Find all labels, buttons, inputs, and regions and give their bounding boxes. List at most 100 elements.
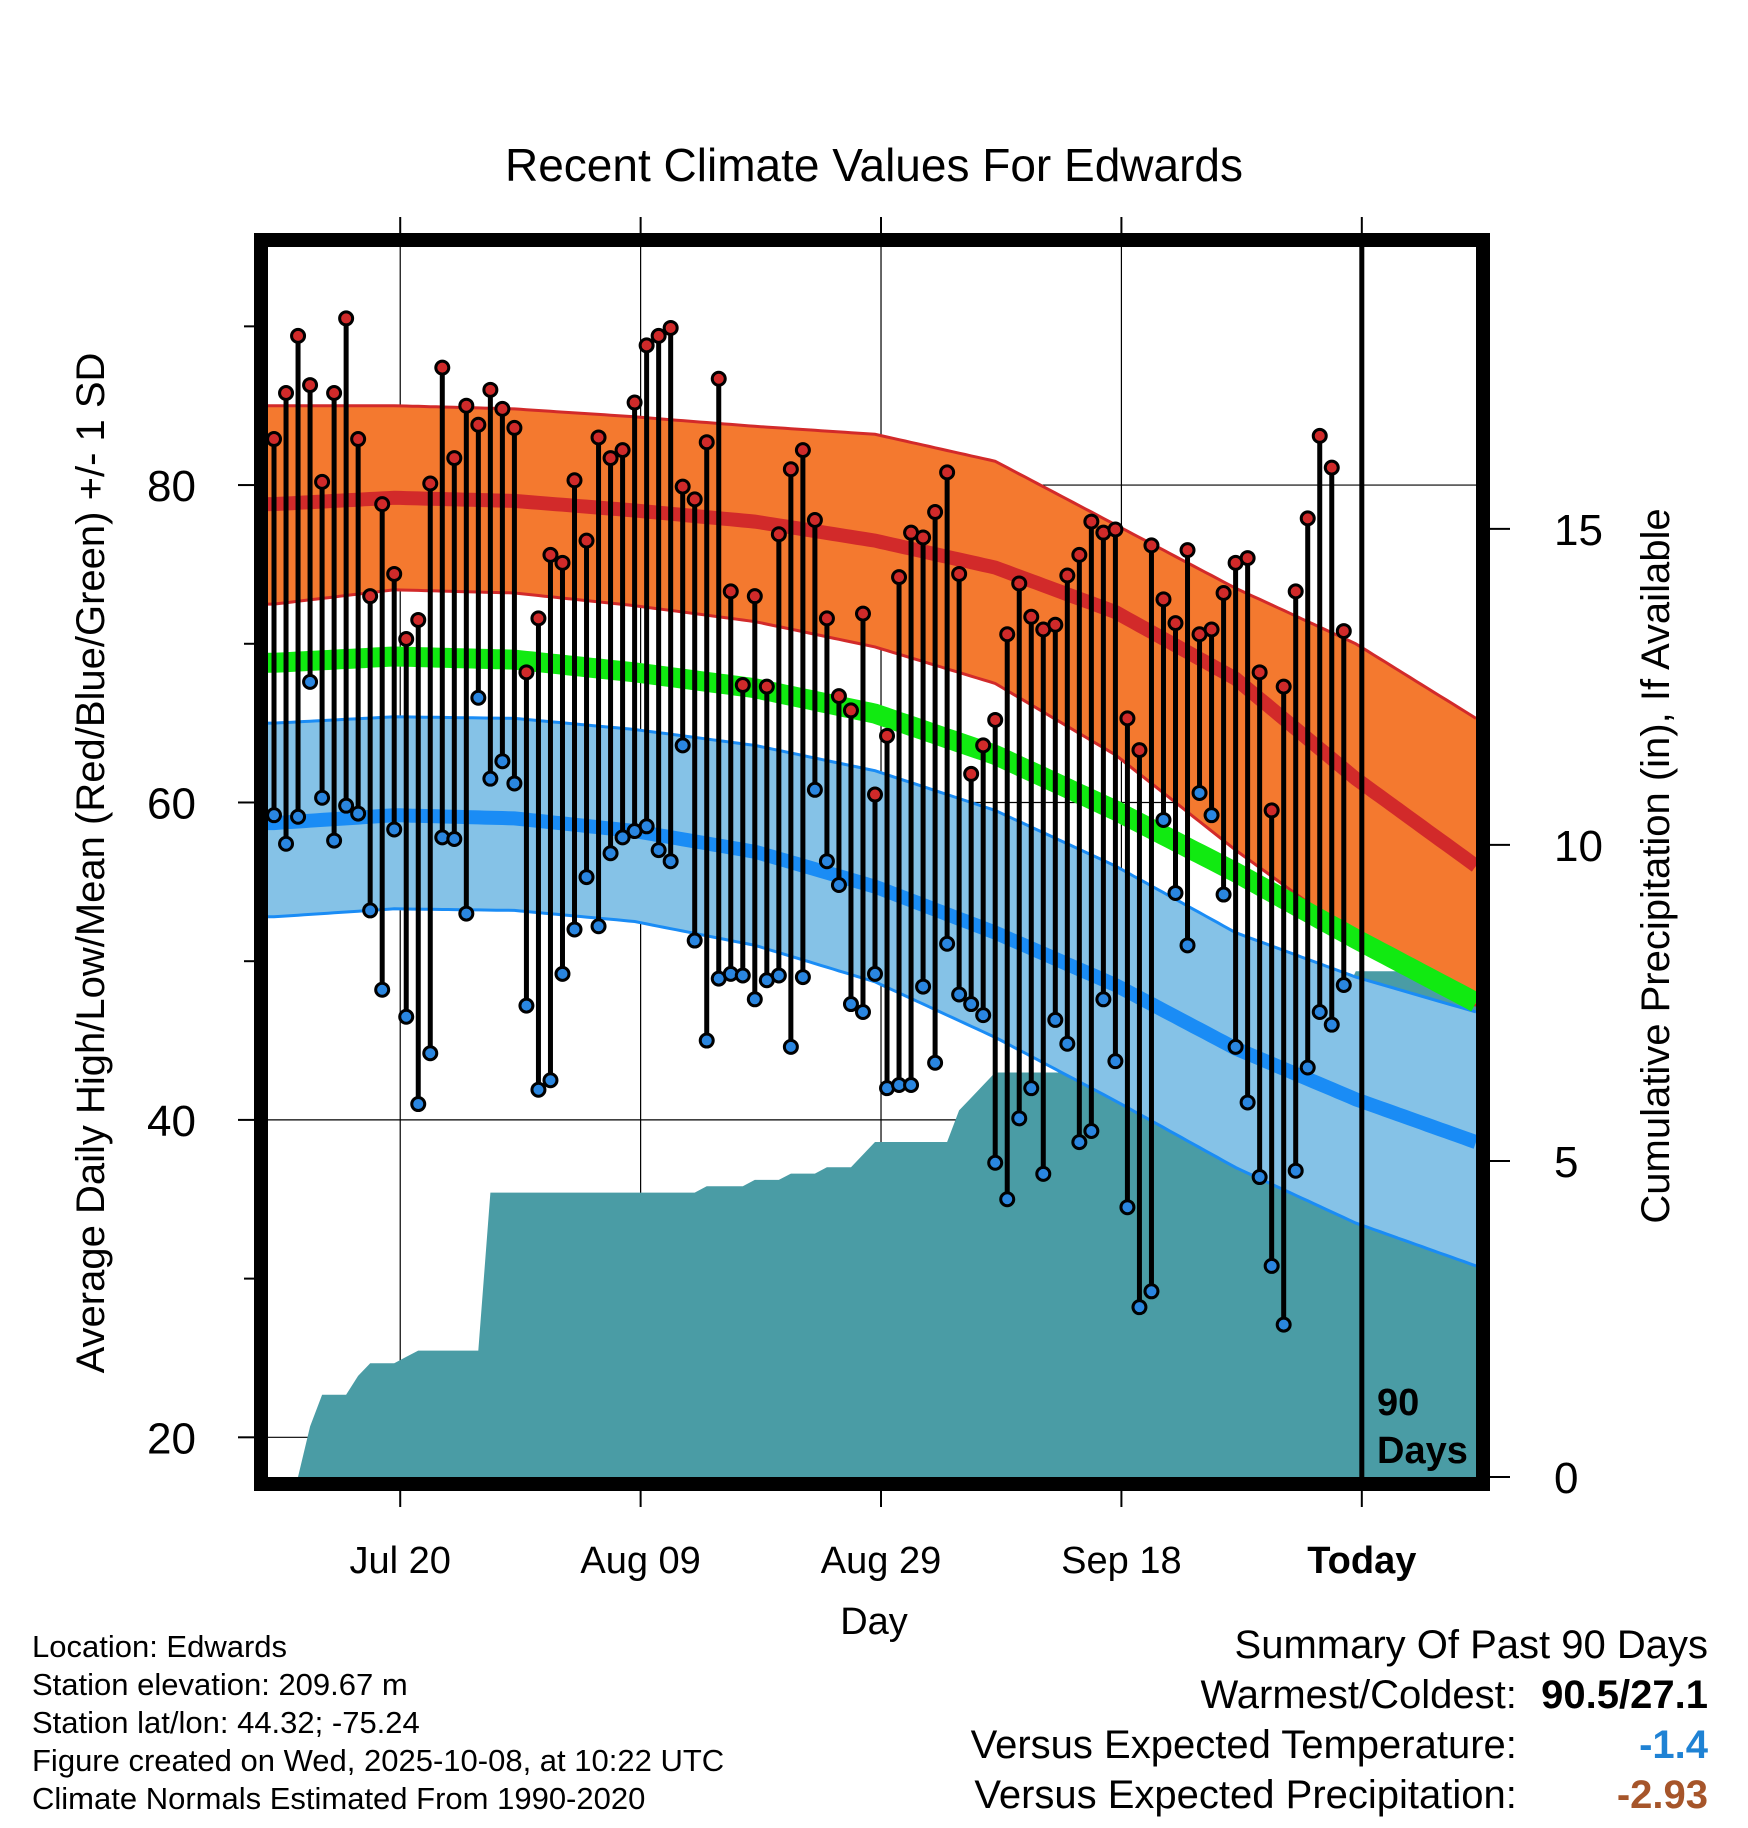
daily-high-point [578,532,595,549]
daily-low-point [1143,1283,1160,1300]
daily-low-point [1203,807,1220,824]
daily-high-point [1023,608,1040,625]
daily-high-point [698,434,715,451]
daily-high-point [590,429,607,446]
daily-high-point [566,472,583,489]
chart-title: Recent Climate Values For Edwards [505,139,1243,191]
plot-frame [254,233,1490,1491]
daily-low-point [830,877,847,894]
daily-high-point [1179,542,1196,559]
x-tick-label: Aug 29 [821,1540,941,1582]
daily-high-point [1011,575,1028,592]
daily-low-point [542,1072,559,1089]
daily-low-point [1227,1038,1244,1055]
daily-high-point [614,442,631,459]
daily-low-point [770,967,787,984]
daily-low-point [614,829,631,846]
daily-low-point [1299,1059,1316,1076]
daily-high-point [1335,623,1352,640]
precip-label: Versus Expected Precipitation: [974,1773,1517,1817]
daily-low-point [1107,1053,1124,1070]
daily-high-point [350,431,367,448]
y-tick-label: 80 [147,462,196,511]
daily-low-point [338,797,355,814]
high-sd-band [268,405,1476,1006]
daily-high-point [915,529,932,546]
station-info: Location: Edwards Station elevation: 209… [32,1628,724,1818]
daily-high-point [278,385,295,402]
daily-high-point [951,565,968,582]
daily-low-point [506,775,523,792]
daily-high-point [939,464,956,481]
summary-panel: Summary Of Past 90 Days Warmest/Coldest:… [971,1620,1708,1820]
daily-high-point [770,526,787,543]
daily-low-point [999,1191,1016,1208]
daily-high-point [963,765,980,782]
daily-high-point [686,491,703,508]
daily-high-point [470,416,487,433]
daily-low-point [1287,1162,1304,1179]
daily-low-point [975,1007,992,1024]
daily-low-point [302,673,319,690]
daily-low-point [1275,1316,1292,1333]
daily-low-point [482,770,499,787]
y2-tick-label: 10 [1554,822,1603,871]
daily-low-point [1215,886,1232,903]
daily-high-point [422,475,439,492]
temp-label: Versus Expected Temperature: [970,1723,1517,1767]
today-label-line1: 90 [1377,1382,1419,1424]
daily-low-point [290,808,307,825]
daily-low-point [1239,1094,1256,1111]
daily-high-point [506,419,523,436]
daily-low-point [278,835,295,852]
daily-low-point [518,997,535,1014]
daily-low-point [1263,1257,1280,1274]
daily-low-point [374,981,391,998]
daily-high-point [314,473,331,490]
daily-high-point [818,610,835,627]
x-tick-label: Today [1307,1540,1416,1582]
daily-low-point [1071,1134,1088,1151]
daily-low-point [1167,884,1184,901]
daily-low-point [794,969,811,986]
daily-high-point [518,664,535,681]
daily-high-point [1107,521,1124,538]
daily-high-point [782,461,799,478]
daily-high-point [398,631,415,648]
daily-low-point [903,1076,920,1093]
daily-high-point [1251,664,1268,681]
daily-high-point [674,478,691,495]
daily-low-point [1323,1016,1340,1033]
daily-low-point [1095,991,1112,1008]
daily-high-point [975,737,992,754]
daily-low-point [963,996,980,1013]
low-sd-upper-line [268,715,1477,1014]
normal-high-line [268,490,1481,872]
daily-low-point [1191,784,1208,801]
normal-mean-line [268,646,1481,1012]
daily-high-point [879,727,896,744]
y-axis-label: Average Daily High/Low/Mean (Red/Blue/Gr… [69,353,113,1374]
elevation-text: Station elevation: 209.67 m [32,1667,408,1702]
daily-low-point [530,1081,547,1098]
daily-high-point [302,377,319,394]
created-text: Figure created on Wed, 2025-10-08, at 10… [32,1743,725,1778]
y-tick-label: 60 [147,779,196,828]
daily-high-point [362,588,379,605]
daily-low-point [1311,1003,1328,1020]
summary-title: Summary Of Past 90 Days [1234,1623,1708,1667]
daily-high-point [326,385,343,402]
daily-high-point [758,678,775,695]
daily-high-point [434,359,451,376]
precip-value: -2.93 [1616,1773,1708,1817]
daily-high-point [1323,459,1340,476]
daily-low-point [446,830,463,847]
daily-low-point [314,789,331,806]
daily-low-point [1251,1169,1268,1186]
location-text: Location: Edwards [32,1629,288,1664]
low-sd-band [268,716,1476,1266]
y-tick-label: 40 [147,1097,196,1146]
daily-high-point [458,397,475,414]
daily-low-point [951,986,968,1003]
